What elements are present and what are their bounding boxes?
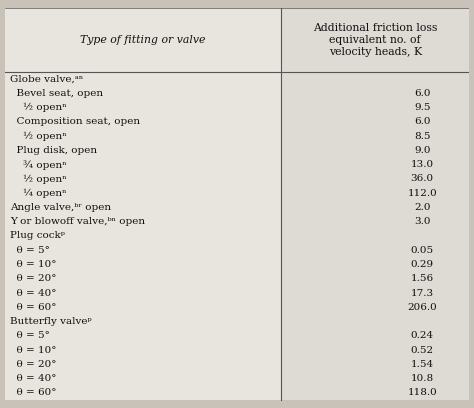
Text: 2.0: 2.0 <box>414 203 430 212</box>
Text: 118.0: 118.0 <box>407 388 437 397</box>
Text: 0.29: 0.29 <box>410 260 434 269</box>
Text: 10.8: 10.8 <box>410 374 434 383</box>
Text: θ = 40°: θ = 40° <box>10 288 57 297</box>
Text: Plug disk, open: Plug disk, open <box>10 146 98 155</box>
Text: Globe valve,ᵃⁿ: Globe valve,ᵃⁿ <box>10 75 83 84</box>
Text: Y or blowoff valve,ᵇⁿ open: Y or blowoff valve,ᵇⁿ open <box>10 217 146 226</box>
Text: Type of fitting or valve: Type of fitting or valve <box>80 35 206 45</box>
Text: 3.0: 3.0 <box>414 217 430 226</box>
Text: 112.0: 112.0 <box>407 189 437 198</box>
Text: θ = 40°: θ = 40° <box>10 374 57 383</box>
Text: 9.0: 9.0 <box>414 146 430 155</box>
Text: 0.05: 0.05 <box>410 246 434 255</box>
Text: Plug cockᵖ: Plug cockᵖ <box>10 231 65 240</box>
Text: Additional friction loss
equivalent no. of
velocity heads, K: Additional friction loss equivalent no. … <box>313 24 438 57</box>
Text: ¼ openⁿ: ¼ openⁿ <box>10 188 67 198</box>
Text: 6.0: 6.0 <box>414 89 430 98</box>
Text: 0.52: 0.52 <box>410 346 434 355</box>
Text: Butterfly valveᵖ: Butterfly valveᵖ <box>10 317 92 326</box>
Text: ½ openⁿ: ½ openⁿ <box>10 103 67 112</box>
Text: θ = 20°: θ = 20° <box>10 360 57 369</box>
Text: ½ openⁿ: ½ openⁿ <box>10 174 67 184</box>
Text: 206.0: 206.0 <box>407 303 437 312</box>
Text: 8.5: 8.5 <box>414 132 430 141</box>
Text: Bevel seat, open: Bevel seat, open <box>10 89 103 98</box>
Text: 1.54: 1.54 <box>410 360 434 369</box>
Text: θ = 5°: θ = 5° <box>10 331 50 340</box>
Text: θ = 5°: θ = 5° <box>10 246 50 255</box>
Text: Composition seat, open: Composition seat, open <box>10 118 140 126</box>
Text: 36.0: 36.0 <box>410 175 434 184</box>
Text: θ = 20°: θ = 20° <box>10 274 57 283</box>
Bar <box>5 8 281 400</box>
Text: 6.0: 6.0 <box>414 118 430 126</box>
Text: 9.5: 9.5 <box>414 103 430 112</box>
Text: θ = 10°: θ = 10° <box>10 346 57 355</box>
Text: ¾ openⁿ: ¾ openⁿ <box>10 160 67 170</box>
Text: Angle valve,ᵇʳ open: Angle valve,ᵇʳ open <box>10 203 111 212</box>
Text: θ = 60°: θ = 60° <box>10 303 57 312</box>
Text: 1.56: 1.56 <box>410 274 434 283</box>
Bar <box>281 8 469 400</box>
Text: ½ openⁿ: ½ openⁿ <box>10 131 67 141</box>
Text: θ = 10°: θ = 10° <box>10 260 57 269</box>
Text: θ = 60°: θ = 60° <box>10 388 57 397</box>
Text: 17.3: 17.3 <box>410 288 434 297</box>
Text: 13.0: 13.0 <box>410 160 434 169</box>
Text: 0.24: 0.24 <box>410 331 434 340</box>
